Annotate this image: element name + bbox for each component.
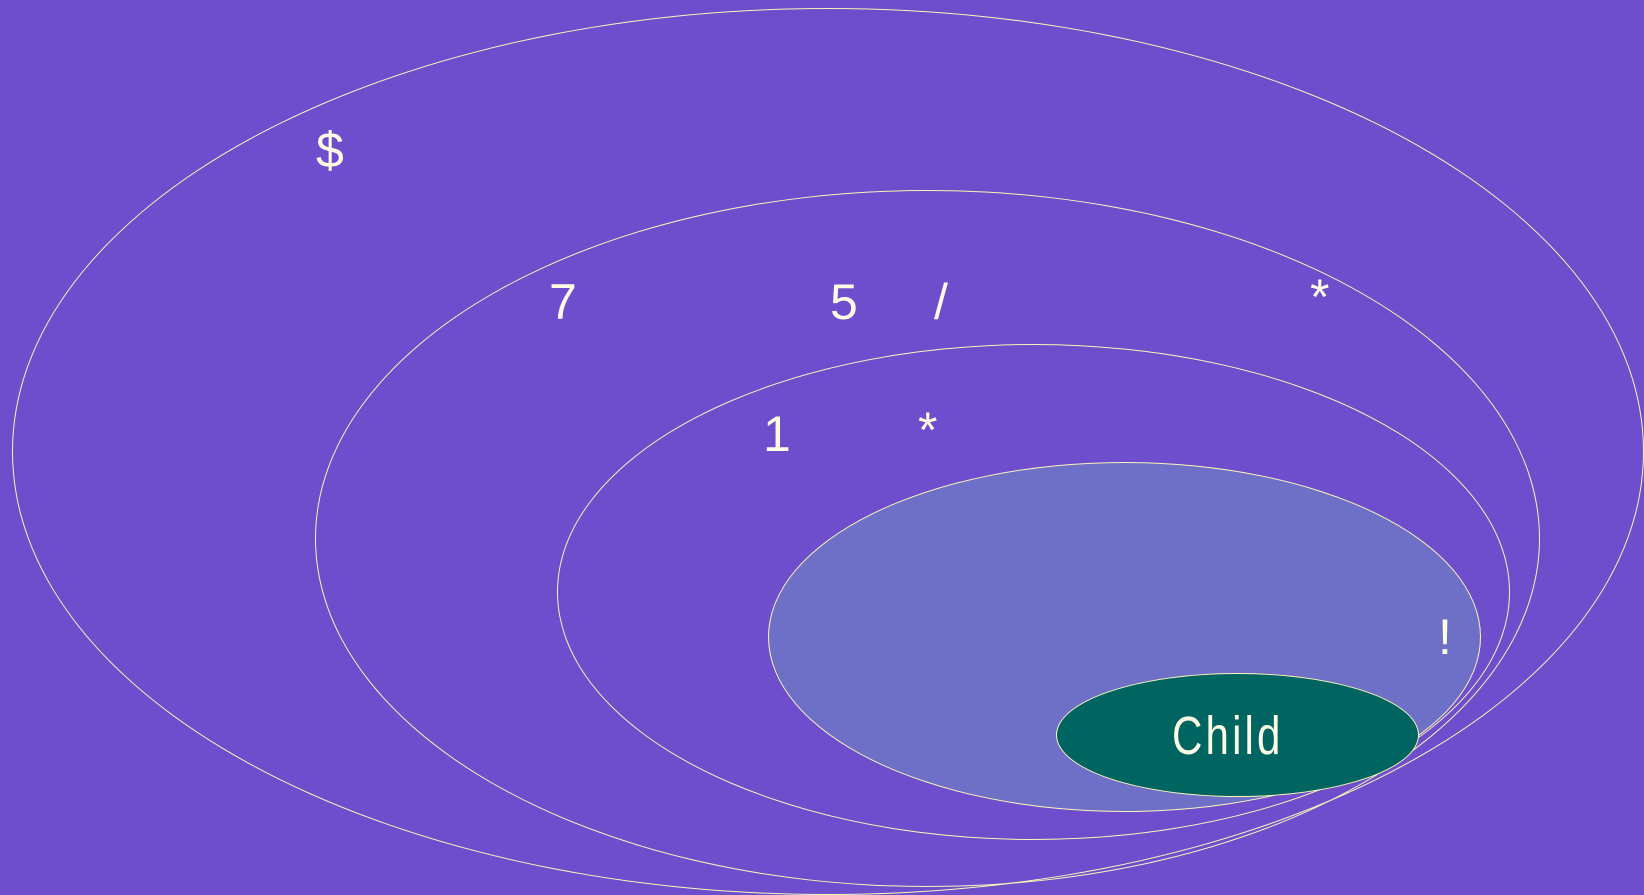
star-top-right-label: * [1310,269,1330,325]
slash-label: / [934,274,948,330]
child-label: Child [1172,706,1284,766]
dollar-label: $ [316,122,344,178]
third-ellipse [557,344,1510,840]
seven-label: 7 [549,274,577,330]
one-label: 1 [763,406,791,462]
child-ellipse [1056,673,1419,797]
five-label: 5 [830,274,858,330]
star-mid-label: * [918,402,938,458]
exclaim-label: ! [1438,609,1452,665]
second-ellipse [315,190,1540,887]
